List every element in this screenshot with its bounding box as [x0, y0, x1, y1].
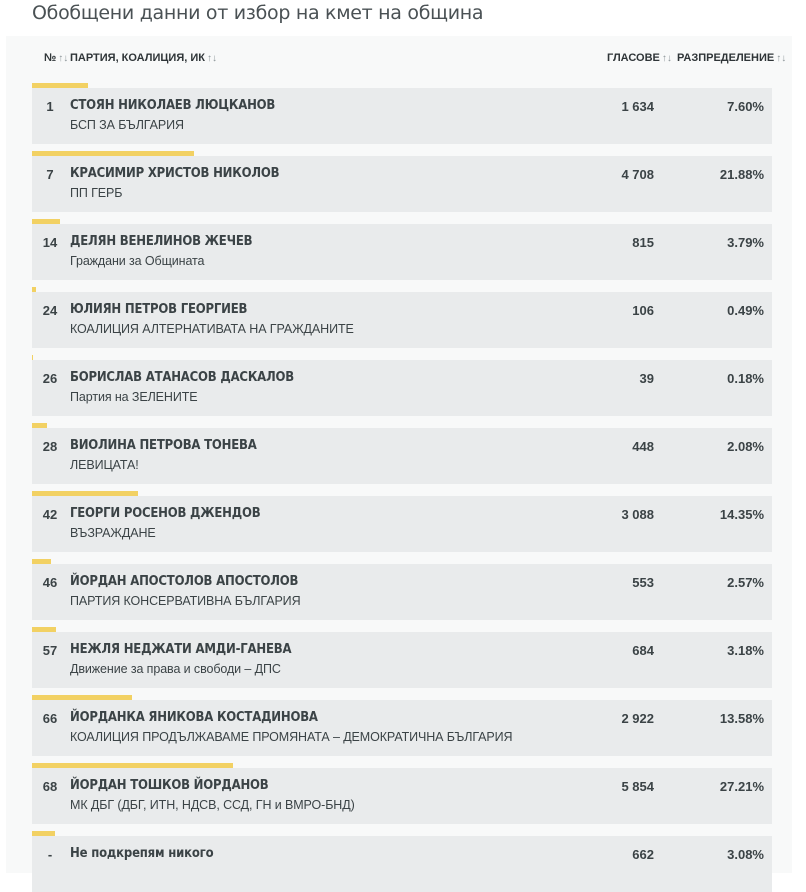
party-name: Движение за права и свободи – ДПС: [70, 662, 281, 676]
candidate-name: БОРИСЛАВ АТАНАСОВ ДАСКАЛОВ: [70, 370, 294, 385]
votes-count: 3 088: [621, 507, 654, 522]
column-votes-label: ГЛАСОВЕ: [607, 52, 660, 64]
table-row[interactable]: 26 БОРИСЛАВ АТАНАСОВ ДАСКАЛОВ Партия на ЗЕ…: [32, 360, 772, 416]
column-header-party[interactable]: ПАРТИЯ, КОАЛИЦИЯ, ИК ↑↓: [70, 52, 217, 64]
table-row[interactable]: 1 СТОЯН НИКОЛАЕВ ЛЮЦКАНОВ БСП ЗА БЪЛГАРИЯ 1…: [32, 88, 772, 144]
party-name: МК ДБГ (ДБГ, ИТН, НДСВ, ССД, ГН и ВМРО-Б…: [70, 798, 355, 812]
candidate-number: 14: [42, 235, 58, 250]
distribution-percent: 0.18%: [727, 371, 764, 386]
distribution-percent: 7.60%: [727, 99, 764, 114]
candidate-name: ЙОРДАН АПОСТОЛОВ АПОСТОЛОВ: [70, 574, 299, 589]
party-name: Партия на ЗЕЛЕНИТЕ: [70, 390, 198, 404]
votes-count: 662: [632, 847, 654, 862]
party-name: БСП ЗА БЪЛГАРИЯ: [70, 118, 184, 132]
share-bar: [32, 83, 88, 88]
column-num-label: №: [44, 52, 57, 64]
share-bar: [32, 559, 51, 564]
sort-icon[interactable]: ↑↓: [206, 53, 217, 64]
votes-count: 2 922: [621, 711, 654, 726]
candidate-name: ЙОРДАН ТОШКОВ ЙОРДАНОВ: [70, 778, 269, 793]
votes-count: 448: [632, 439, 654, 454]
votes-count: 553: [632, 575, 654, 590]
candidate-name: ВИОЛИНА ПЕТРОВА ТОНЕВА: [70, 438, 257, 453]
sort-icon[interactable]: ↑↓: [661, 53, 672, 64]
sort-icon[interactable]: ↑↓: [58, 53, 69, 64]
distribution-percent: 21.88%: [719, 167, 764, 182]
party-name: КОАЛИЦИЯ ПРОДЪЛЖАВАМЕ ПРОМЯНАТА – ДЕМОКР…: [70, 730, 513, 744]
candidate-name: ДЕЛЯН ВЕНЕЛИНОВ ЖЕЧЕВ: [70, 234, 253, 249]
table-row[interactable]: - Не подкрепям никого 662 3.08%: [32, 836, 772, 892]
candidate-number: 26: [42, 371, 58, 386]
column-header-num[interactable]: № ↑↓: [44, 52, 68, 64]
distribution-percent: 3.79%: [727, 235, 764, 250]
table-row[interactable]: 14 ДЕЛЯН ВЕНЕЛИНОВ ЖЕЧЕВ Граждани за Общин…: [32, 224, 772, 280]
share-bar: [32, 423, 47, 428]
candidate-number: -: [47, 847, 53, 862]
votes-count: 5 854: [621, 779, 654, 794]
candidate-name: Не подкрепям никого: [70, 846, 214, 861]
candidate-number: 1: [46, 99, 54, 114]
distribution-percent: 13.58%: [719, 711, 764, 726]
votes-count: 684: [632, 643, 654, 658]
candidate-number: 66: [42, 711, 58, 726]
column-header-distribution[interactable]: РАЗПРЕДЕЛЕНИЕ ↑↓: [677, 52, 786, 64]
column-distribution-label: РАЗПРЕДЕЛЕНИЕ: [677, 52, 775, 64]
candidate-name: ГЕОРГИ РОСЕНОВ ДЖЕНДОВ: [70, 506, 261, 521]
party-name: КОАЛИЦИЯ АЛТЕРНАТИВАТА НА ГРАЖДАНИТЕ: [70, 322, 354, 336]
sort-icon[interactable]: ↑↓: [776, 53, 787, 64]
table-row[interactable]: 28 ВИОЛИНА ПЕТРОВА ТОНЕВА ЛЕВИЦАТА! 448 2.08…: [32, 428, 772, 484]
candidate-name: СТОЯН НИКОЛАЕВ ЛЮЦКАНОВ: [70, 98, 276, 113]
share-bar: [32, 151, 194, 156]
table-row[interactable]: 42 ГЕОРГИ РОСЕНОВ ДЖЕНДОВ ВЪЗРАЖДАНЕ 3 088 1…: [32, 496, 772, 552]
results-table: № ↑↓ ПАРТИЯ, КОАЛИЦИЯ, ИК ↑↓ ГЛАСОВЕ ↑↓ РАЗ…: [6, 36, 792, 892]
table-row[interactable]: 57 НЕЖЛЯ НЕДЖАТИ АМДИ-ГАНЕВА Движение за п…: [32, 632, 772, 688]
distribution-percent: 0.49%: [727, 303, 764, 318]
votes-count: 4 708: [621, 167, 654, 182]
votes-count: 39: [639, 371, 654, 386]
share-bar: [32, 831, 55, 836]
candidate-name: КРАСИМИР ХРИСТОВ НИКОЛОВ: [70, 166, 280, 181]
votes-count: 106: [632, 303, 654, 318]
share-bar: [32, 355, 33, 360]
candidate-number: 28: [42, 439, 58, 454]
distribution-percent: 3.08%: [727, 847, 764, 862]
share-bar: [32, 627, 56, 632]
share-bar: [32, 491, 138, 496]
party-name: ВЪЗРАЖДАНЕ: [70, 526, 156, 540]
candidate-name: ЮЛИЯН ПЕТРОВ ГЕОРГИЕВ: [70, 302, 248, 317]
table-header: № ↑↓ ПАРТИЯ, КОАЛИЦИЯ, ИК ↑↓ ГЛАСОВЕ ↑↓ РАЗ…: [6, 36, 792, 80]
party-name: ЛЕВИЦАТА!: [70, 458, 139, 472]
distribution-percent: 2.08%: [727, 439, 764, 454]
column-party-label: ПАРТИЯ, КОАЛИЦИЯ, ИК: [70, 52, 205, 64]
party-name: Граждани за Общината: [70, 254, 205, 268]
candidate-name: НЕЖЛЯ НЕДЖАТИ АМДИ-ГАНЕВА: [70, 642, 292, 657]
candidate-number: 46: [42, 575, 58, 590]
votes-count: 815: [632, 235, 654, 250]
page-title: Обобщени данни от избор на кмет на общин…: [32, 2, 484, 24]
distribution-percent: 2.57%: [727, 575, 764, 590]
candidate-number: 42: [42, 507, 58, 522]
candidate-number: 24: [42, 303, 58, 318]
table-row[interactable]: 7 КРАСИМИР ХРИСТОВ НИКОЛОВ ПП ГЕРБ 4 708 21.…: [32, 156, 772, 212]
votes-count: 1 634: [621, 99, 654, 114]
party-name: ПАРТИЯ КОНСЕРВАТИВНА БЪЛГАРИЯ: [70, 594, 301, 608]
table-row[interactable]: 46 ЙОРДАН АПОСТОЛОВ АПОСТОЛОВ ПАРТИЯ КОНСЕ…: [32, 564, 772, 620]
share-bar: [32, 695, 132, 700]
distribution-percent: 3.18%: [727, 643, 764, 658]
table-row[interactable]: 24 ЮЛИЯН ПЕТРОВ ГЕОРГИЕВ КОАЛИЦИЯ АЛТЕРНАТ…: [32, 292, 772, 348]
column-header-votes[interactable]: ГЛАСОВЕ ↑↓: [607, 52, 672, 64]
table-row[interactable]: 66 ЙОРДАНКА ЯНИКОВА КОСТАДИНОВА КОАЛИЦИЯ П…: [32, 700, 772, 756]
candidate-number: 57: [42, 643, 58, 658]
candidate-number: 68: [42, 779, 58, 794]
table-row[interactable]: 68 ЙОРДАН ТОШКОВ ЙОРДАНОВ МК ДБГ (ДБГ, ИТН…: [32, 768, 772, 824]
party-name: ПП ГЕРБ: [70, 186, 123, 200]
share-bar: [32, 763, 233, 768]
candidate-name: ЙОРДАНКА ЯНИКОВА КОСТАДИНОВА: [70, 710, 318, 725]
distribution-percent: 27.21%: [719, 779, 764, 794]
distribution-percent: 14.35%: [719, 507, 764, 522]
candidate-number: 7: [46, 167, 54, 182]
share-bar: [32, 219, 60, 224]
share-bar: [32, 287, 36, 292]
